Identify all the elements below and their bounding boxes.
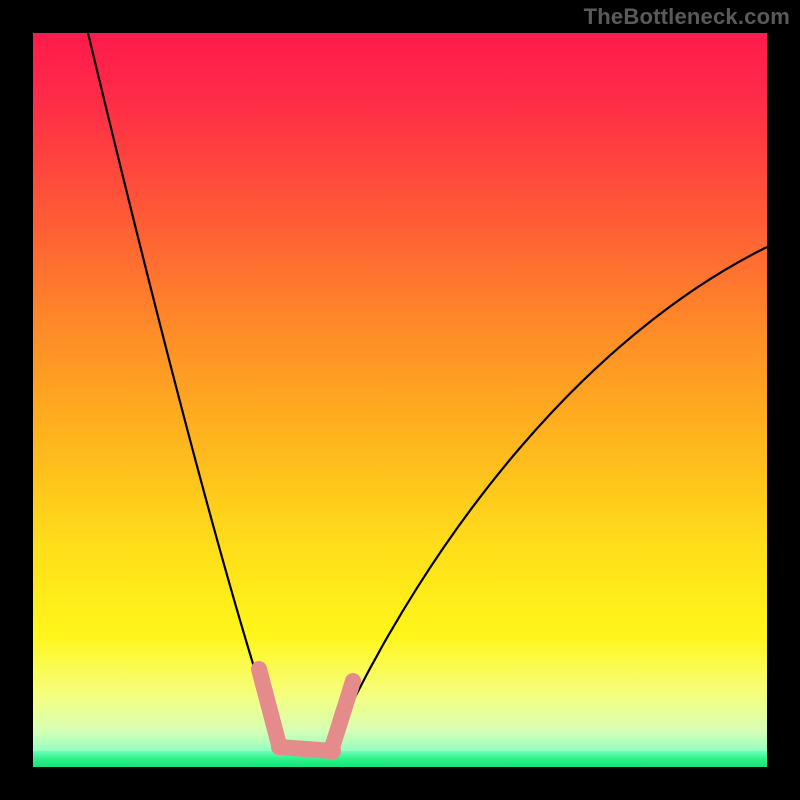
chart-frame: TheBottleneck.com <box>0 0 800 800</box>
bottleneck-curve <box>88 33 767 751</box>
watermark-text: TheBottleneck.com <box>584 4 790 30</box>
curve-layer <box>33 33 767 767</box>
highlight-band <box>259 669 353 751</box>
highlight-segment <box>331 681 353 751</box>
plot-area <box>33 33 767 767</box>
highlight-segment <box>259 669 279 745</box>
